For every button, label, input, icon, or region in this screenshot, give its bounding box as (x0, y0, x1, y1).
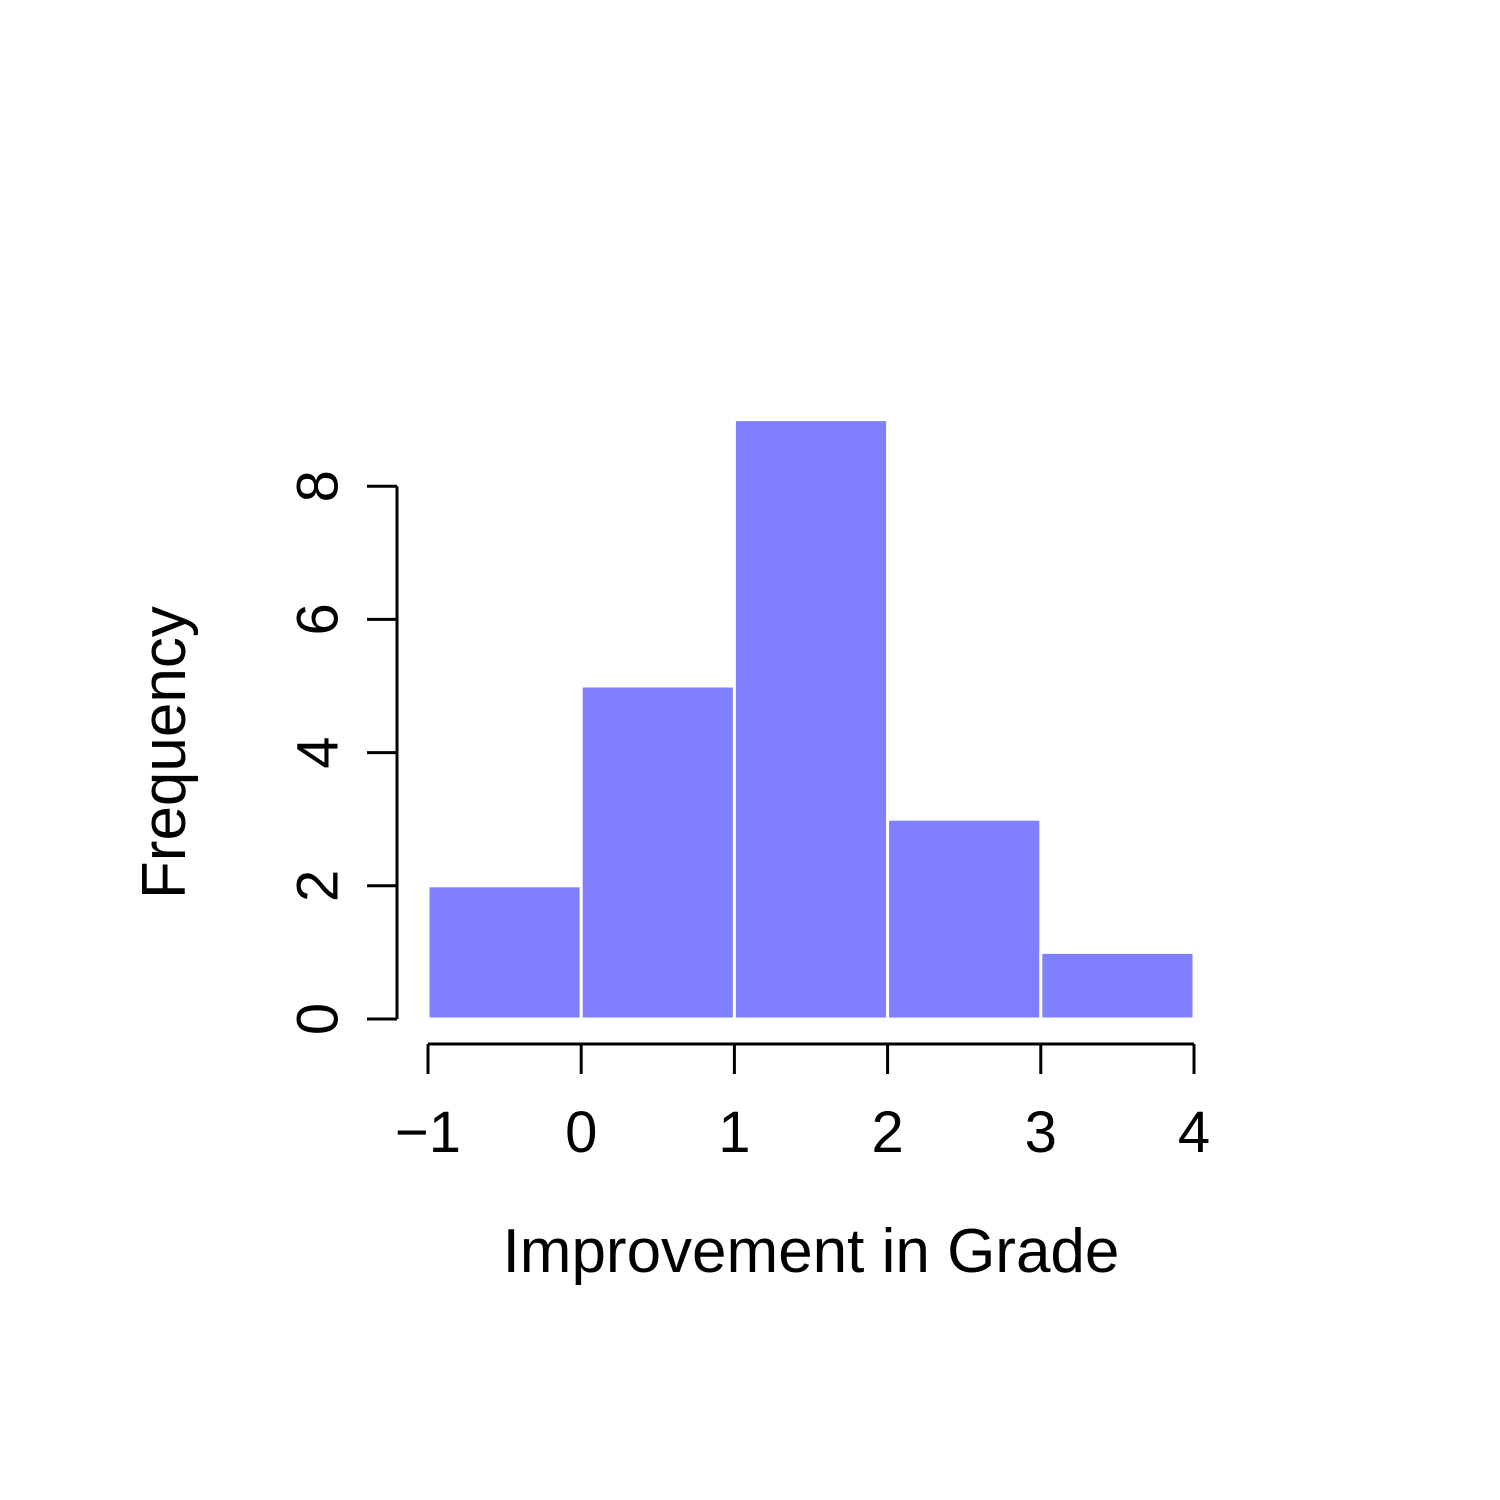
histogram-bar-4 (886, 817, 1043, 1021)
bars-group (426, 418, 1196, 1021)
y-tick-label: 8 (285, 470, 350, 502)
y-axis-ticks: 0 2 4 6 8 (285, 470, 397, 1035)
x-tick-label: 4 (1178, 1100, 1210, 1165)
x-axis-ticks: −1 0 1 2 3 4 (395, 1044, 1210, 1165)
histogram-bar-2 (579, 684, 736, 1021)
x-tick-label: −1 (395, 1100, 461, 1165)
x-tick-label: 2 (871, 1100, 903, 1165)
y-tick-label: 4 (285, 736, 350, 768)
y-tick-label: 6 (285, 603, 350, 635)
y-tick-label: 2 (285, 870, 350, 902)
histogram-bar-3 (732, 418, 890, 1021)
histogram-bar-5 (1039, 950, 1196, 1021)
x-tick-label: 1 (718, 1100, 750, 1165)
x-tick-label: 3 (1025, 1100, 1057, 1165)
y-tick-label: 0 (285, 1003, 350, 1035)
x-axis-title: Improvement in Grade (503, 1217, 1120, 1286)
x-tick-label: 0 (565, 1100, 597, 1165)
y-axis-title: Frequency (130, 606, 199, 899)
histogram-bar-1 (426, 884, 583, 1021)
